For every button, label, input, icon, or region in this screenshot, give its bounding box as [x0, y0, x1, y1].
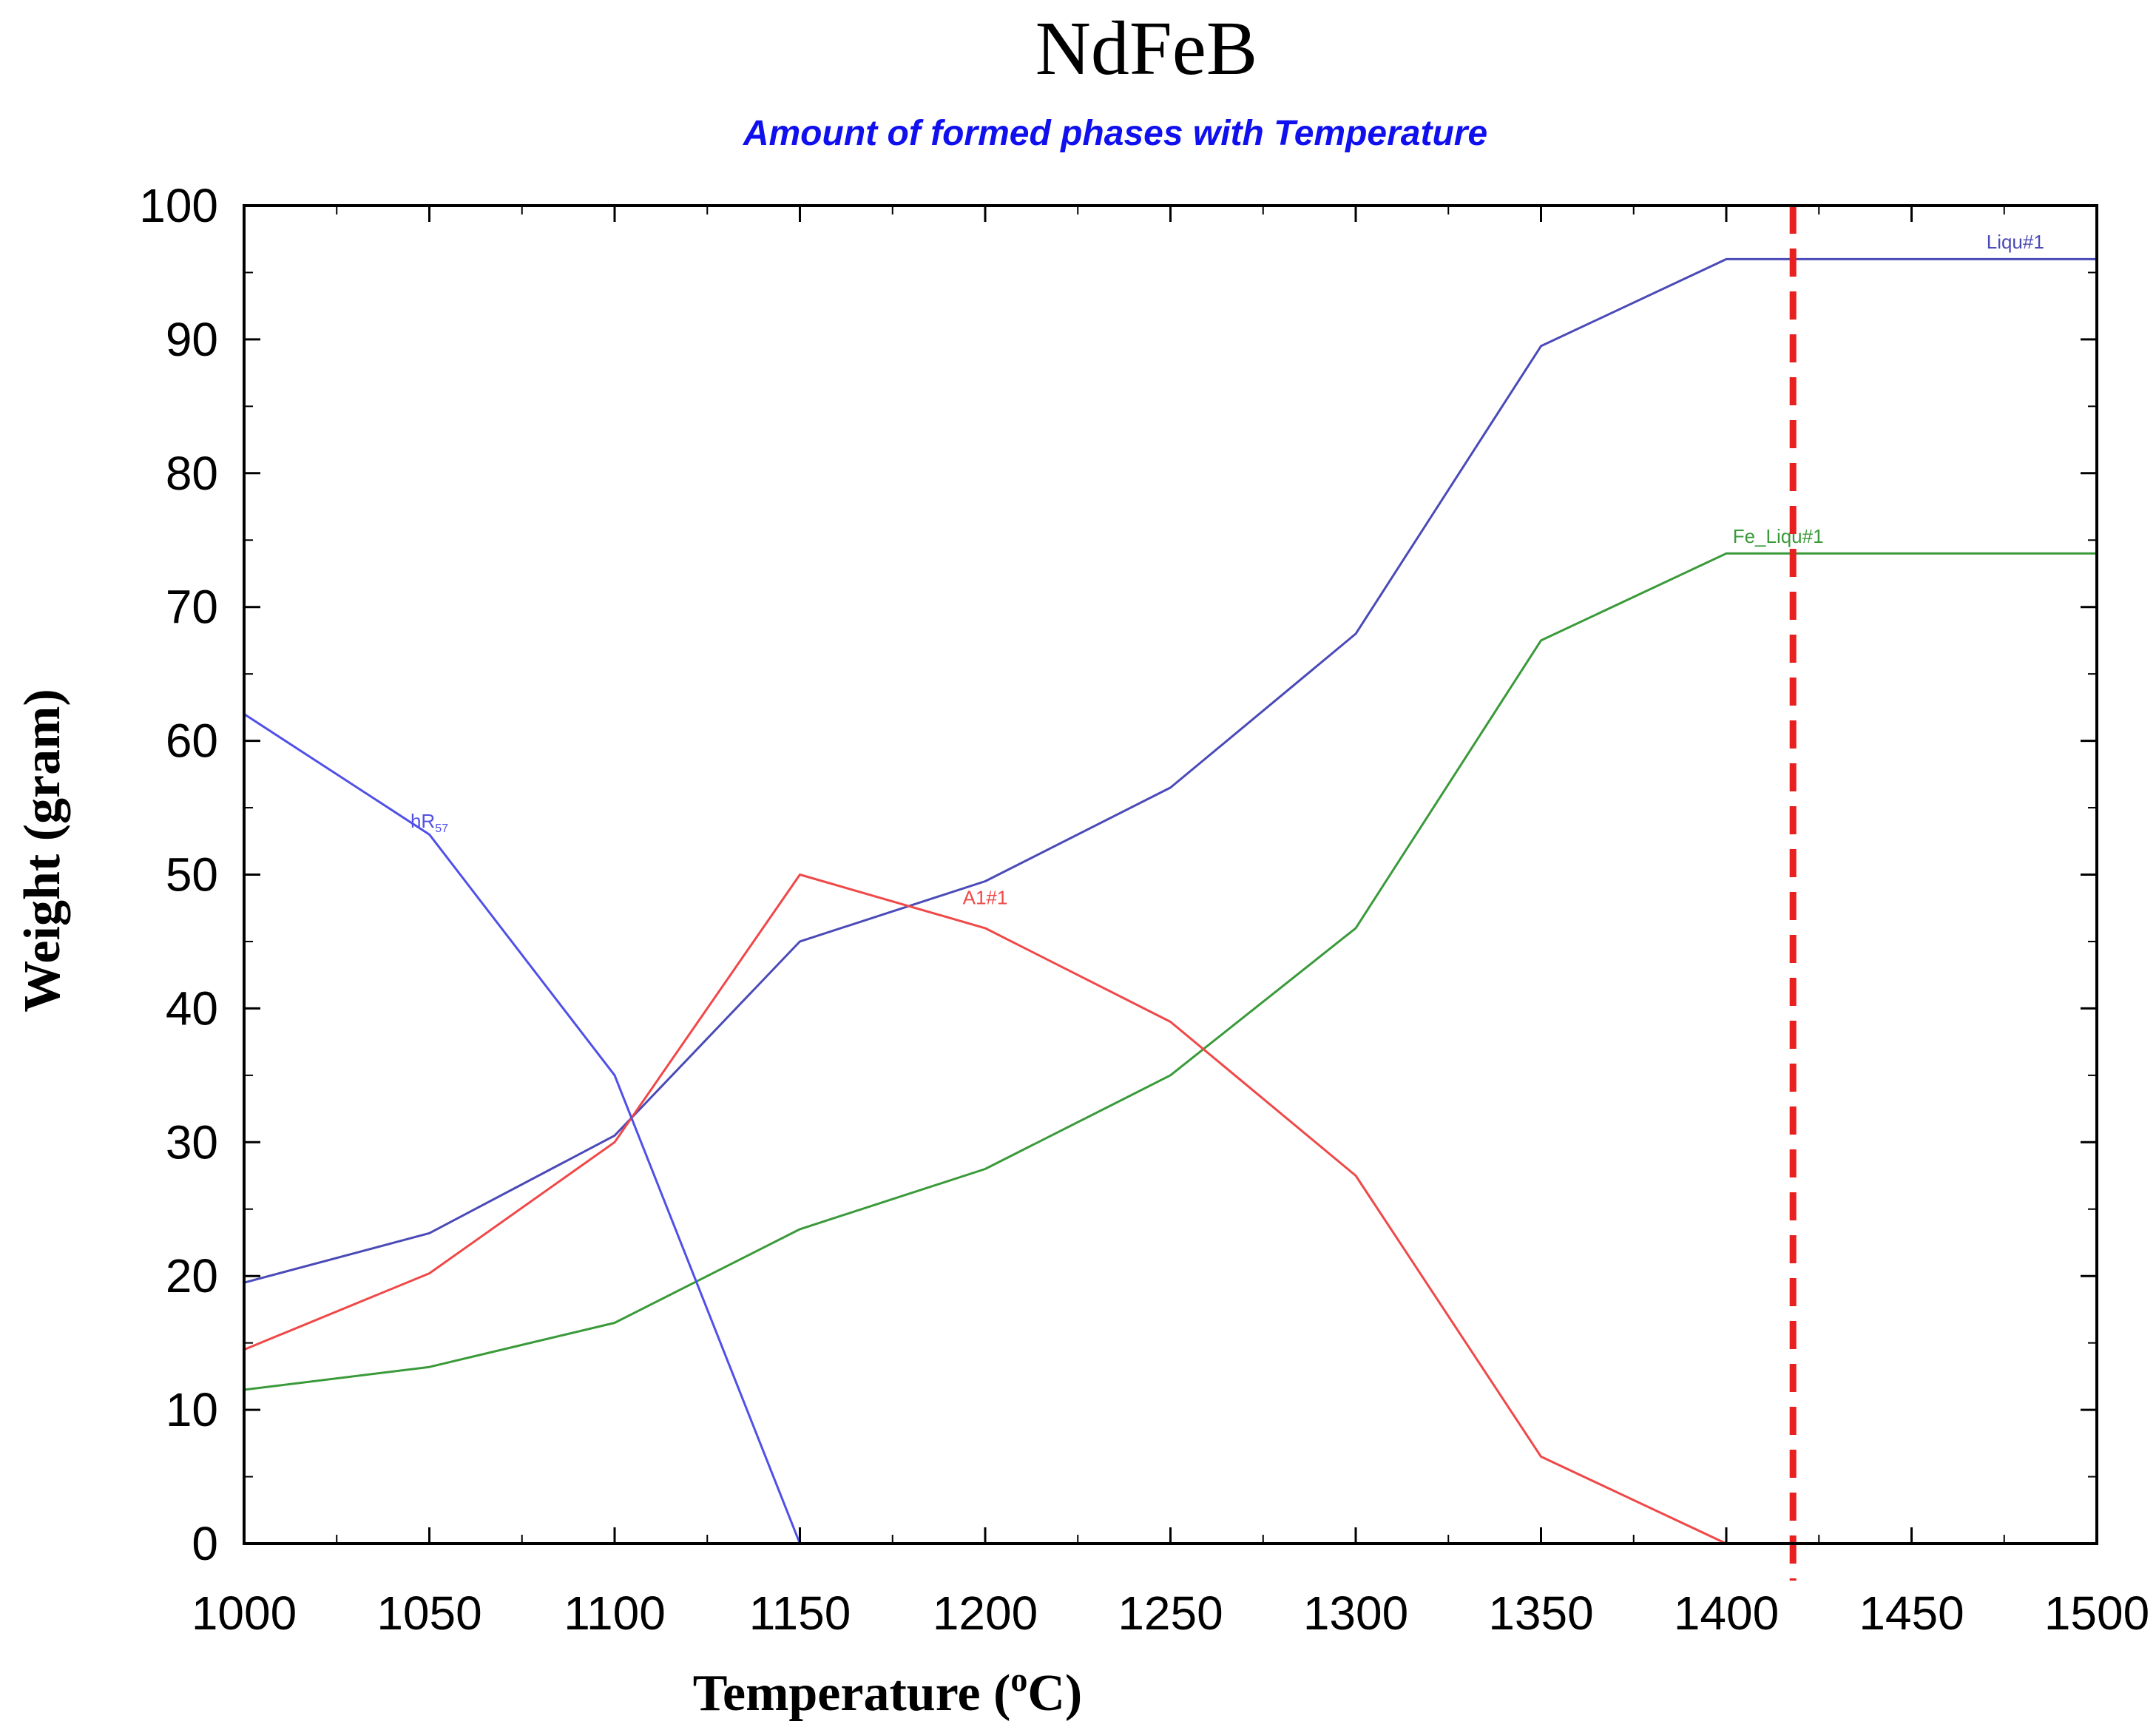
y-tick-label: 20	[166, 1249, 218, 1302]
x-tick-label: 1150	[749, 1587, 851, 1640]
y-axis-title: Weight (gram)	[14, 689, 71, 1012]
x-tick-label: 1450	[1859, 1587, 1964, 1640]
series-line-liqu-1	[243, 257, 2097, 1284]
chart-title: NdFeB	[1035, 6, 1257, 91]
y-tick-label: 80	[166, 447, 218, 500]
x-tick-label: 1300	[1303, 1587, 1408, 1640]
series-labels-layer: Liqu#1 Fe_Liqu#1 A1#1 hR57	[410, 231, 2044, 908]
x-tick-label: 1200	[933, 1587, 1038, 1640]
chart-subtitle: Amount of formed phases with Temperature	[743, 114, 1487, 153]
y-tick-label: 90	[166, 313, 218, 366]
y-tick-label: 10	[166, 1383, 218, 1436]
series-line-a1-1	[243, 874, 1727, 1545]
y-tick-label: 70	[166, 581, 218, 634]
x-axis-title-unit: C)	[1027, 1665, 1082, 1722]
x-tick-label: 1100	[564, 1587, 666, 1640]
x-tick-label: 1350	[1488, 1587, 1593, 1640]
x-axis-title-superscript: o	[1010, 1660, 1027, 1698]
plot-area: Liqu#1 Fe_Liqu#1 A1#1 hR57	[243, 204, 2098, 1581]
series-label: A1#1	[963, 886, 1008, 908]
x-tick-label: 1500	[2044, 1587, 2149, 1640]
series-label: Fe_Liqu#1	[1733, 525, 1824, 547]
y-tick-label: 100	[139, 179, 218, 232]
y-axis: 0 10 20 30 40 50 60 70 80 90 100	[139, 179, 2097, 1570]
x-tick-label: 1050	[376, 1587, 481, 1640]
x-tick-label: 1400	[1674, 1587, 1779, 1640]
y-tick-label: 30	[166, 1115, 218, 1169]
series-layer	[243, 257, 2097, 1545]
y-tick-label: 40	[166, 981, 218, 1035]
series-label: Liqu#1	[1987, 231, 2044, 253]
x-tick-label: 1250	[1118, 1587, 1223, 1640]
x-axis-title-text: Temperature (	[693, 1665, 1011, 1722]
plot-frame	[243, 204, 2098, 1545]
x-axis-title: Temperature (oC)	[693, 1660, 1083, 1722]
x-axis: 1000 1050 1100 1150 1200 1250 1300 1350 1400 1450…	[192, 206, 2149, 1640]
series-line-hr	[243, 713, 801, 1544]
y-tick-label: 60	[166, 714, 218, 768]
series-label: hR57	[410, 810, 448, 835]
series-line-fe-liqu-1	[243, 552, 2097, 1391]
y-tick-label: 50	[166, 848, 218, 902]
x-tick-label: 1000	[192, 1587, 297, 1640]
y-tick-label: 0	[192, 1517, 218, 1570]
